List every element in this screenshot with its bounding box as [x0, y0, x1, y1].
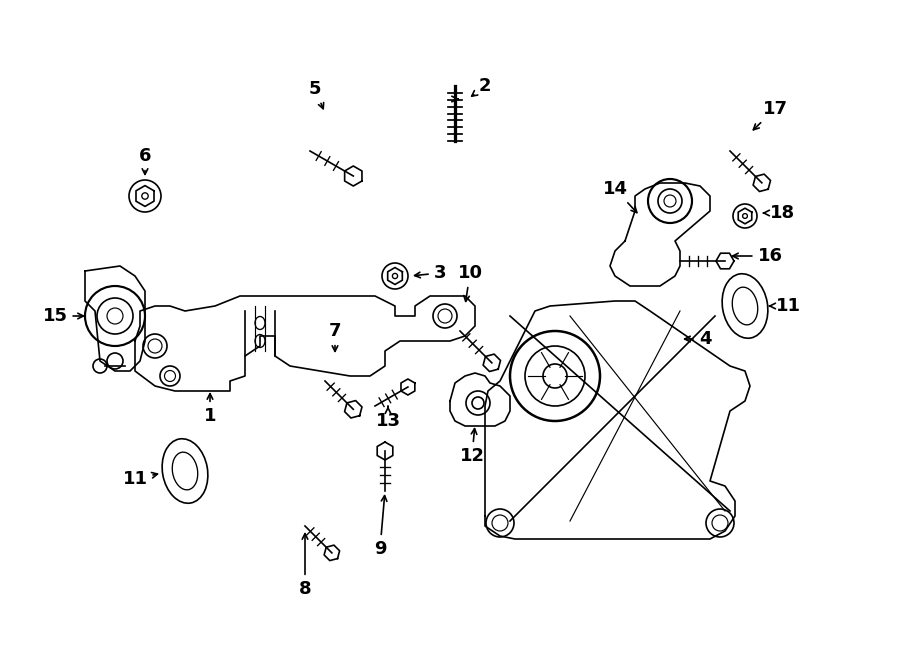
- Text: 18: 18: [763, 204, 795, 222]
- Text: 5: 5: [309, 80, 324, 108]
- Text: 14: 14: [602, 180, 637, 213]
- Text: 11: 11: [122, 470, 158, 488]
- Text: 7: 7: [328, 322, 341, 352]
- Text: 11: 11: [770, 297, 800, 315]
- Text: 13: 13: [375, 407, 401, 430]
- Text: 16: 16: [733, 247, 782, 265]
- Text: 6: 6: [139, 147, 151, 175]
- Text: 10: 10: [457, 264, 482, 301]
- Text: 17: 17: [753, 100, 788, 130]
- Text: 4: 4: [685, 330, 711, 348]
- Text: 12: 12: [460, 428, 484, 465]
- Text: 9: 9: [374, 496, 387, 558]
- Text: 1: 1: [203, 394, 216, 425]
- Text: 2: 2: [472, 77, 491, 97]
- Text: 3: 3: [415, 264, 446, 282]
- Text: 15: 15: [42, 307, 84, 325]
- Text: 8: 8: [299, 533, 311, 598]
